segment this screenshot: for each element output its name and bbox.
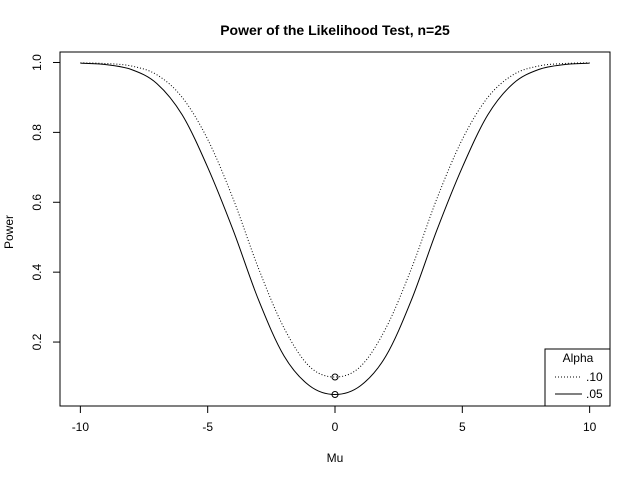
legend-title: Alpha xyxy=(563,351,594,365)
series-line-10 xyxy=(80,62,590,378)
series-line-05 xyxy=(80,62,590,395)
plot-area-frame xyxy=(59,51,611,407)
legend-label-10: .10 xyxy=(586,370,603,384)
y-tick-label: 0.2 xyxy=(30,333,44,350)
y-tick-label: 0.6 xyxy=(30,194,44,211)
data-point xyxy=(331,373,339,381)
series-layer xyxy=(80,62,590,395)
y-tick-label: 0.8 xyxy=(30,124,44,141)
x-tick-label: -10 xyxy=(72,420,90,434)
y-axis-label: Power xyxy=(2,215,16,249)
x-tick-label: 10 xyxy=(583,420,597,434)
x-tick-label: -5 xyxy=(202,420,213,434)
x-tick-label: 5 xyxy=(459,420,466,434)
points-layer xyxy=(331,373,339,398)
legend: Alpha .10 .05 xyxy=(544,348,611,407)
data-point xyxy=(331,390,339,398)
x-axis: -10 -5 0 5 10 xyxy=(72,405,597,434)
legend-label-05: .05 xyxy=(586,387,603,401)
chart-title: Power of the Likelihood Test, n=25 xyxy=(220,22,450,38)
y-tick-label: 1.0 xyxy=(30,54,44,71)
y-axis: 0.2 0.4 0.6 0.8 1.0 xyxy=(30,54,61,350)
y-tick-label: 0.4 xyxy=(30,263,44,280)
x-axis-label: Mu xyxy=(327,451,344,465)
x-tick-label: 0 xyxy=(332,420,339,434)
